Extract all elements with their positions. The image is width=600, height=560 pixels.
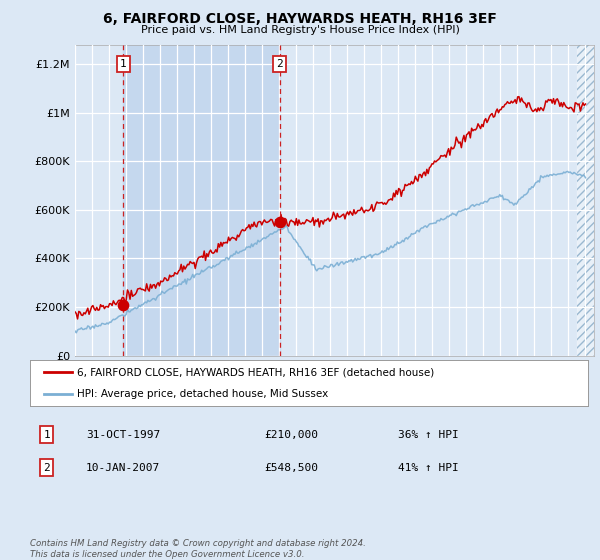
Text: 41% ↑ HPI: 41% ↑ HPI [398, 463, 459, 473]
Text: 6, FAIRFORD CLOSE, HAYWARDS HEATH, RH16 3EF: 6, FAIRFORD CLOSE, HAYWARDS HEATH, RH16 … [103, 12, 497, 26]
Bar [577, 45, 594, 356]
Text: £210,000: £210,000 [265, 430, 319, 440]
Text: HPI: Average price, detached house, Mid Sussex: HPI: Average price, detached house, Mid … [77, 389, 329, 399]
Text: 36% ↑ HPI: 36% ↑ HPI [398, 430, 459, 440]
Text: 31-OCT-1997: 31-OCT-1997 [86, 430, 160, 440]
Text: 2: 2 [277, 59, 283, 69]
Text: £548,500: £548,500 [265, 463, 319, 473]
Point [118, 300, 128, 309]
Text: Contains HM Land Registry data © Crown copyright and database right 2024.
This d: Contains HM Land Registry data © Crown c… [30, 539, 366, 559]
Text: 2: 2 [43, 463, 50, 473]
Text: 1: 1 [120, 59, 127, 69]
Point [275, 218, 284, 227]
Text: Price paid vs. HM Land Registry's House Price Index (HPI): Price paid vs. HM Land Registry's House … [140, 25, 460, 35]
Text: 10-JAN-2007: 10-JAN-2007 [86, 463, 160, 473]
Text: 1: 1 [43, 430, 50, 440]
Text: 6, FAIRFORD CLOSE, HAYWARDS HEATH, RH16 3EF (detached house): 6, FAIRFORD CLOSE, HAYWARDS HEATH, RH16 … [77, 367, 434, 377]
Bar [123, 45, 280, 356]
